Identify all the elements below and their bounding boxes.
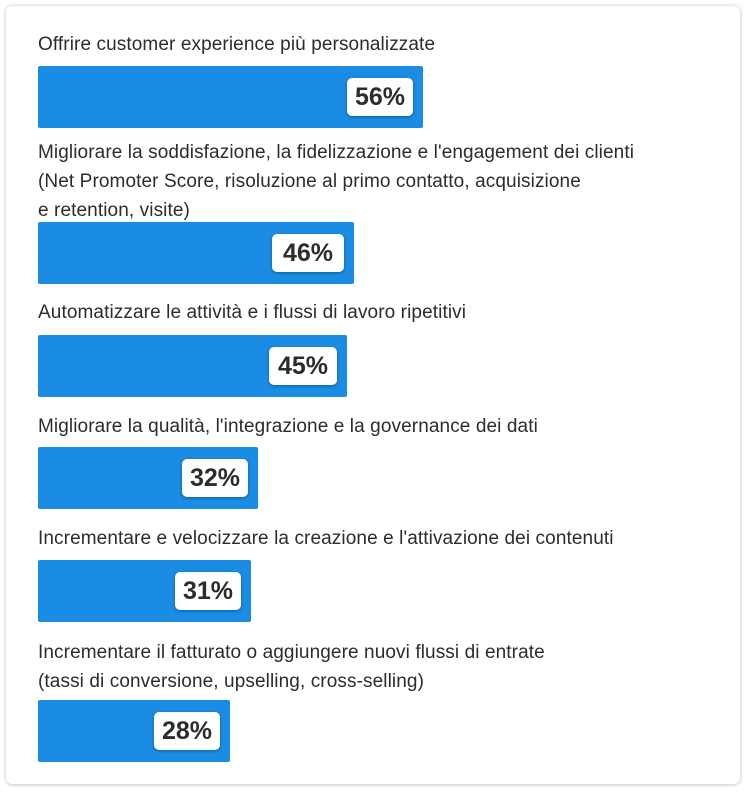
value-label: 56% xyxy=(347,78,413,116)
category-label: Migliorare la soddisfazione, la fidelizz… xyxy=(38,142,635,221)
category-label: Incrementare e velocizzare la creazione … xyxy=(38,528,614,549)
bar: 32% xyxy=(38,447,258,509)
value-label: 46% xyxy=(272,234,344,272)
bar: 46% xyxy=(38,222,354,284)
category-label: Incrementare il fatturato o aggiungere n… xyxy=(38,642,545,692)
value-label: 32% xyxy=(182,459,248,497)
value-label: 31% xyxy=(175,572,241,610)
bar: 45% xyxy=(38,335,347,397)
chart-card: Offrire customer experience più personal… xyxy=(6,6,740,784)
category-label: Offrire customer experience più personal… xyxy=(38,34,436,55)
value-label: 45% xyxy=(269,347,337,385)
bar: 56% xyxy=(38,66,423,128)
category-label: Automatizzare le attività e i flussi di … xyxy=(38,302,467,323)
bar: 31% xyxy=(38,560,251,622)
bar: 28% xyxy=(38,700,230,762)
value-label: 28% xyxy=(154,712,220,750)
category-label: Migliorare la qualità, l'integrazione e … xyxy=(38,416,538,437)
